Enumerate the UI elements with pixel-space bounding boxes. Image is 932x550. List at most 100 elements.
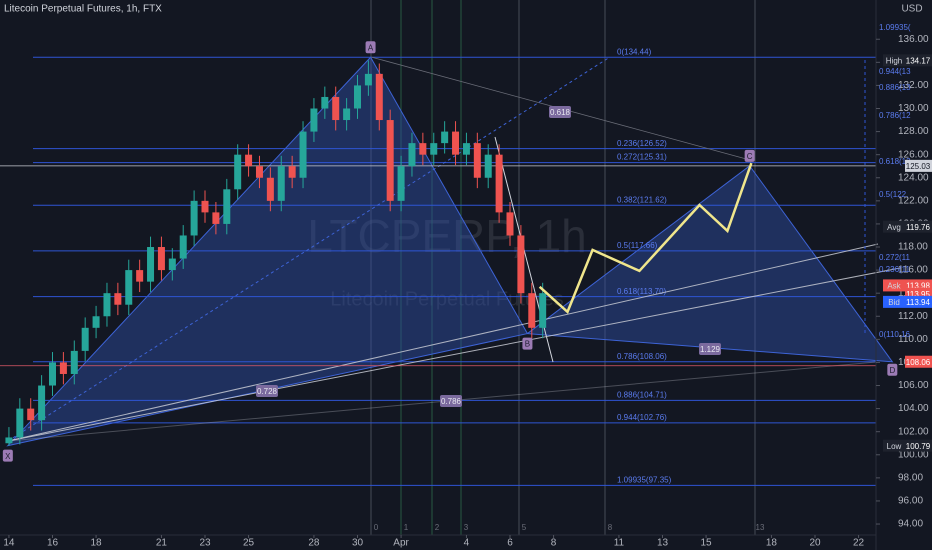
chart-title: Litecoin Perpetual Futures, 1h, FTX <box>4 4 162 15</box>
candle-body <box>484 154 492 178</box>
y-tick-label: 102.00 <box>898 426 929 437</box>
price-tag-value: 100.79 <box>906 442 931 451</box>
time-zone-label: 3 <box>464 523 469 532</box>
candle-body <box>386 120 394 201</box>
price-tag-name: Low <box>887 442 902 451</box>
trend-line <box>7 243 879 442</box>
candle-body <box>16 408 24 438</box>
x-tick-label: 13 <box>657 538 669 549</box>
fib-label: 0.272(125.31) <box>617 153 667 162</box>
point-label-box <box>887 363 898 376</box>
time-zone-label: 13 <box>756 523 765 532</box>
ratio-label: 1.129 <box>700 345 721 354</box>
currency: USD <box>901 4 922 15</box>
y-tick-label: 122.00 <box>898 195 929 206</box>
x-tick-label: 11 <box>614 538 625 549</box>
trend-line <box>7 56 611 442</box>
x-tick-label: 14 <box>3 538 15 549</box>
candle-body <box>5 437 13 444</box>
point-label-box <box>2 449 13 462</box>
point-label-box <box>522 337 533 350</box>
ratio-box <box>256 385 278 397</box>
price-tag-box <box>905 439 932 452</box>
fib-label: 0.382(121.62) <box>617 195 667 204</box>
fib-label: 0.886(104.71) <box>617 391 667 400</box>
x-tick-label: 22 <box>853 538 865 549</box>
price-tag-value: 119.76 <box>906 223 930 232</box>
ext-label: 0.786(12 <box>879 111 911 120</box>
candle-body <box>255 166 263 178</box>
candle-body <box>223 189 231 224</box>
ext-label: 0.944(13 <box>879 67 911 76</box>
fib-label: 0.944(102.76) <box>617 413 667 422</box>
candle-body <box>168 258 176 271</box>
candle-body <box>419 143 427 155</box>
price-tag-value: 113.94 <box>906 298 930 307</box>
price-tag-value: 113.95 <box>906 290 930 299</box>
point-label-box <box>744 149 755 162</box>
candle-body <box>408 143 416 167</box>
candle-body <box>375 73 383 121</box>
price-tag-name: Ask <box>887 282 901 291</box>
candle-body <box>452 131 460 155</box>
x-tick-label: Apr <box>393 538 409 549</box>
y-tick-label: 96.00 <box>898 496 923 507</box>
candle-body <box>288 166 296 178</box>
price-tag-name-box <box>883 220 905 233</box>
x-tick-label: 16 <box>47 538 59 549</box>
candle-body <box>310 108 318 132</box>
y-tick-label: 112.00 <box>898 311 928 322</box>
candle-body <box>364 73 372 86</box>
y-tick-label: 118.00 <box>898 242 928 253</box>
candle-body <box>59 362 67 374</box>
price-tag-box <box>905 295 932 308</box>
candle-body <box>157 247 165 271</box>
fib-label: 0(134.44) <box>617 47 652 56</box>
y-tick-label: 116.00 <box>898 265 928 276</box>
ratio-label: 0.618 <box>550 108 571 117</box>
y-tick-label: 130.00 <box>898 103 929 114</box>
ratio-label: 0.728 <box>257 387 278 396</box>
point-label: D <box>889 366 895 375</box>
candle-body <box>179 235 187 259</box>
candle-body <box>299 131 307 178</box>
plot: 0 1 2 3 5 8 13 0(134.44) 0.236(126.52) 0.272(125.… <box>0 0 901 535</box>
price-tag-value: 134.17 <box>906 56 931 65</box>
candle-body <box>70 350 78 374</box>
candle-body <box>234 154 242 190</box>
ratio-box <box>699 343 721 355</box>
candle-body <box>125 270 133 305</box>
price-tag-value: 125.03 <box>906 162 931 171</box>
x-tick-label: 18 <box>766 538 778 549</box>
time-zone-label: 8 <box>608 523 613 532</box>
ext-label: 0.272(11 <box>879 253 911 262</box>
time-zone-label: 0 <box>374 523 379 532</box>
candle-body <box>136 270 144 282</box>
price-tag-name-box <box>883 279 905 292</box>
point-label: X <box>5 452 11 461</box>
price-tag-name-box <box>883 54 905 67</box>
price-tag-value: 108.06 <box>906 358 931 367</box>
candle-body <box>245 154 253 167</box>
candle-body <box>147 247 155 282</box>
x-tick-label: 6 <box>507 538 513 549</box>
candle-body <box>528 293 536 328</box>
candle-body <box>81 327 89 351</box>
projection-path <box>538 162 753 315</box>
ext-label: 0.618(12 <box>879 157 911 166</box>
candle-body <box>354 85 362 109</box>
trend-line <box>7 267 901 442</box>
ratio-label: 0.786 <box>441 397 462 406</box>
x-tick-label: 28 <box>308 538 320 549</box>
x-tick-label: 23 <box>199 538 211 549</box>
fib-label: 0.618(113.70) <box>617 287 667 296</box>
x-tick-label: 4 <box>464 538 470 549</box>
y-tick-label: 100.00 <box>898 449 929 460</box>
candle-body <box>266 177 274 201</box>
candle-body <box>92 316 100 328</box>
y-tick-label: 132.00 <box>898 80 929 91</box>
y-tick-label: 128.00 <box>898 126 929 137</box>
ext-label: 1.09935( <box>879 23 911 32</box>
